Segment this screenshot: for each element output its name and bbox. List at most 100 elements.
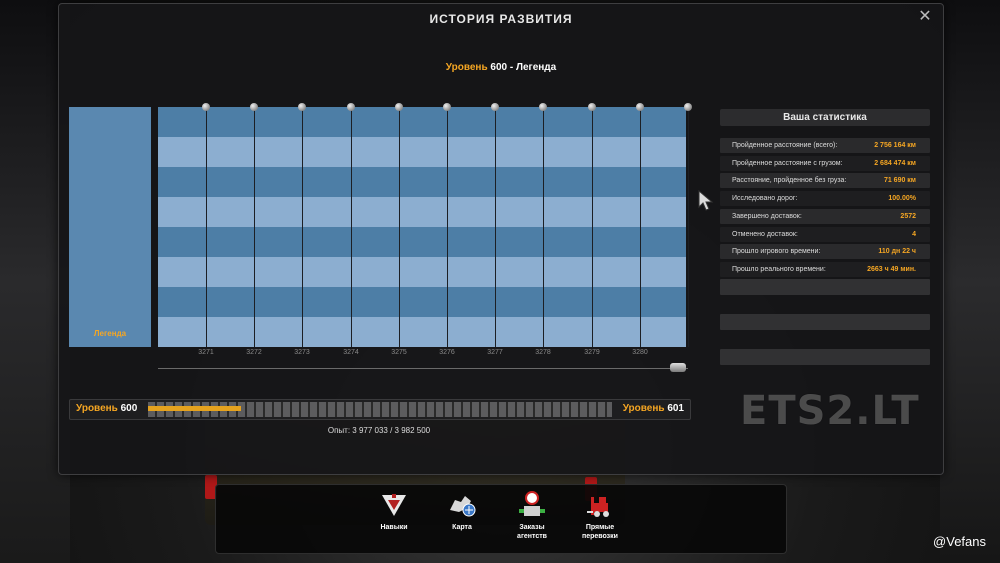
stats-row-value: 71 690 км [883, 177, 916, 185]
stats-row: Завершено доставок: 2572 [720, 208, 930, 224]
agency-orders-icon [517, 491, 547, 519]
column-label: 3273 [294, 349, 310, 356]
stats-empty-row [720, 349, 930, 365]
stats-row: Пройденное расстояние с грузом: 2 684 474… [720, 155, 930, 171]
stats-title: Ваша статистика [720, 109, 930, 126]
skill-column-knob[interactable] [491, 103, 499, 111]
close-icon[interactable]: ✕ [918, 8, 932, 25]
stats-row-value: 4 [912, 230, 916, 238]
skill-column-knob[interactable] [588, 103, 596, 111]
stats-row: Исследовано дорог: 100.00% [720, 191, 930, 207]
stats-row-label: Завершено доставок: [732, 212, 802, 220]
experience-text: Опыт: 3 977 033 / 3 982 500 [327, 426, 431, 435]
column-labels: 3271 3272 3273 3274 3275 3276 3277 3278 3279 3280 [158, 349, 686, 361]
stats-row-label: Расстояние, пройденное без груза: [732, 177, 847, 185]
stats-row-label: Исследовано дорог: [732, 195, 798, 203]
column-label: 3277 [487, 349, 503, 356]
stats-row-value: 2 684 474 км [874, 159, 916, 167]
skill-column-line [206, 107, 207, 347]
next-level-prefix: Уровень [622, 403, 665, 414]
skill-column-knob[interactable] [202, 103, 210, 111]
column-label: 3276 [439, 349, 455, 356]
stats-row: Пройденное расстояние (всего): 2 756 164 … [720, 138, 930, 153]
stats-row-value: 2 756 164 км [874, 142, 916, 149]
stats-row-label: Пройденное расстояние (всего): [732, 142, 838, 149]
toolbar-agency-orders-button[interactable]: Заказы агентств [504, 491, 560, 541]
level-number: 600 [490, 62, 508, 73]
skill-column-knob[interactable] [395, 103, 403, 111]
window-title: ИСТОРИЯ РАЗВИТИЯ [429, 12, 573, 26]
column-label: 3275 [391, 349, 407, 356]
truck-taillight [205, 475, 217, 499]
column-label: 3272 [246, 349, 262, 356]
map-icon [447, 491, 477, 519]
skill-column-knob[interactable] [443, 103, 451, 111]
skill-column-line [688, 107, 689, 347]
level-progress-bar: Уровень 600 Уровень 601 [69, 399, 691, 420]
skill-column-line [592, 107, 593, 347]
skill-tree-grid[interactable] [158, 103, 692, 347]
skill-column-line [351, 107, 352, 347]
stats-row: Расстояние, пройденное без груза: 71 690 … [720, 173, 930, 189]
scrollbar-thumb[interactable] [670, 363, 686, 372]
skill-column-knob[interactable] [539, 103, 547, 111]
skill-column-line [302, 107, 303, 347]
skill-column-line [543, 107, 544, 347]
column-label: 3274 [343, 349, 359, 356]
skills-icon [379, 491, 409, 519]
skill-column-line [640, 107, 641, 347]
background-scene-right [940, 0, 1000, 563]
next-level-value: 601 [667, 403, 684, 414]
column-label: 3280 [632, 349, 648, 356]
rank-label: Легенда [93, 329, 127, 338]
stats-row: Отменено доставок: 4 [720, 226, 930, 242]
column-label: 3278 [535, 349, 551, 356]
rank-column: Легенда [69, 107, 151, 347]
level-prefix: Уровень [445, 62, 488, 73]
watermark: ETS2.LT [740, 388, 920, 434]
toolbar-direct-freight-button[interactable]: Прямые перевозки [572, 491, 628, 541]
skill-column-knob[interactable] [684, 103, 692, 111]
bottom-toolbar: Навыки Карта Заказы агентств [215, 484, 787, 554]
current-level-value: 600 [120, 403, 138, 414]
author-credit: @Vefans [933, 534, 986, 549]
toolbar-agency-orders-label: Заказы агентств [517, 524, 547, 540]
development-history-window: ИСТОРИЯ РАЗВИТИЯ ✕ Уровень 600 - Легенда… [58, 3, 944, 475]
stats-row-value: 2663 ч 49 мин. [867, 265, 916, 273]
progress-fill [148, 406, 241, 411]
stats-row-label: Прошло реального времени: [732, 265, 826, 273]
current-level-label: Уровень 600 [76, 403, 137, 414]
stats-row-label: Прошло игрового времени: [732, 248, 821, 256]
stats-row-value: 2572 [900, 212, 916, 220]
mouse-cursor-icon [698, 189, 714, 212]
stats-empty-row [720, 279, 930, 295]
skill-column-knob[interactable] [347, 103, 355, 111]
stats-row-label: Пройденное расстояние с грузом: [732, 159, 843, 167]
stats-row: Прошло реального времени: 2663 ч 49 мин. [720, 261, 930, 277]
toolbar-map-label: Карта [452, 524, 472, 531]
level-rank: - Легенда [507, 62, 557, 73]
toolbar-skills-label: Навыки [380, 524, 408, 531]
skill-column-knob[interactable] [298, 103, 306, 111]
skill-column-line [495, 107, 496, 347]
toolbar-direct-freight-label: Прямые перевозки [582, 524, 618, 540]
level-heading: Уровень 600 - Легенда [59, 62, 943, 73]
toolbar-map-button[interactable]: Карта [434, 491, 490, 532]
column-label: 3279 [584, 349, 600, 356]
direct-freight-icon [585, 491, 615, 519]
skill-column-line [254, 107, 255, 347]
toolbar-skills-button[interactable]: Навыки [366, 491, 422, 532]
skill-column-knob[interactable] [636, 103, 644, 111]
skill-column-line [399, 107, 400, 347]
stats-row-value: 110 дн 22 ч [878, 248, 916, 256]
stats-row: Прошло игрового времени: 110 дн 22 ч [720, 244, 930, 260]
current-level-prefix: Уровень [76, 403, 118, 414]
stats-empty-row [720, 314, 930, 330]
skill-column-line [447, 107, 448, 347]
next-level-label: Уровень 601 [623, 403, 684, 414]
stats-row-value: 100.00% [888, 195, 916, 203]
stats-row-label: Отменено доставок: [732, 230, 798, 238]
progress-segments [148, 402, 612, 417]
skill-column-knob[interactable] [250, 103, 258, 111]
horizontal-scrollbar[interactable] [158, 368, 688, 369]
